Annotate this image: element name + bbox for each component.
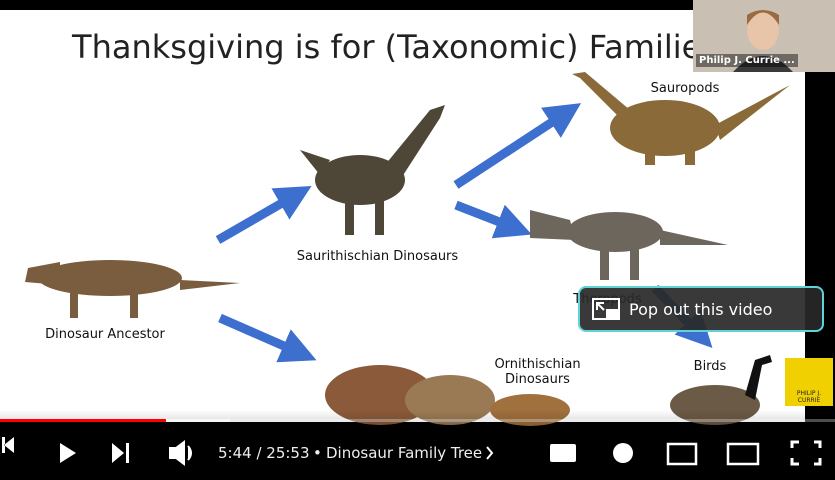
theater-button[interactable] [726,442,760,466]
progress-track[interactable] [0,419,835,422]
slide-title: Thanksgiving is for (Taxonomic) Families [72,28,718,66]
slide-label: Birds [693,359,727,374]
slide-label: Ornithischian Dinosaurs [494,357,581,387]
miniplayer-button[interactable] [666,442,698,466]
theropod [530,210,728,280]
slide-label: Sauropods [650,81,720,96]
ancestor [25,260,240,318]
saurischian [300,105,445,235]
chapter-chevron[interactable] [486,446,494,460]
chapter-title[interactable]: Dinosaur Family Tree [326,444,483,462]
sauropod [572,72,790,165]
logo-text: PHILIP J. CURRIE [796,390,822,404]
slide [0,10,805,422]
popout-tooltip[interactable]: Pop out this video [578,286,824,332]
next-button[interactable] [112,443,129,463]
play-button[interactable] [60,443,76,463]
slide-label: Dinosaur Ancestor [45,327,165,342]
slide-label: Saurithischian Dinosaurs [296,249,459,264]
webcam [693,0,835,72]
player-controls [0,419,835,466]
popout-text: Pop out this video [629,300,773,319]
webcam-figure [733,10,793,72]
logo [785,358,833,406]
volume-button[interactable] [169,440,192,466]
fullscreen-button[interactable] [790,440,822,466]
separator: • [313,444,322,462]
time-display: 5:44 / 25:53 [218,444,310,462]
previous-button[interactable] [2,437,14,453]
settings-button[interactable] [613,443,633,463]
popout-icon [592,298,620,320]
participant-name: Philip J. Currie ... [696,54,798,67]
subtitles-button[interactable] [550,444,576,462]
arrows [215,103,713,363]
progress-bar [0,419,166,422]
